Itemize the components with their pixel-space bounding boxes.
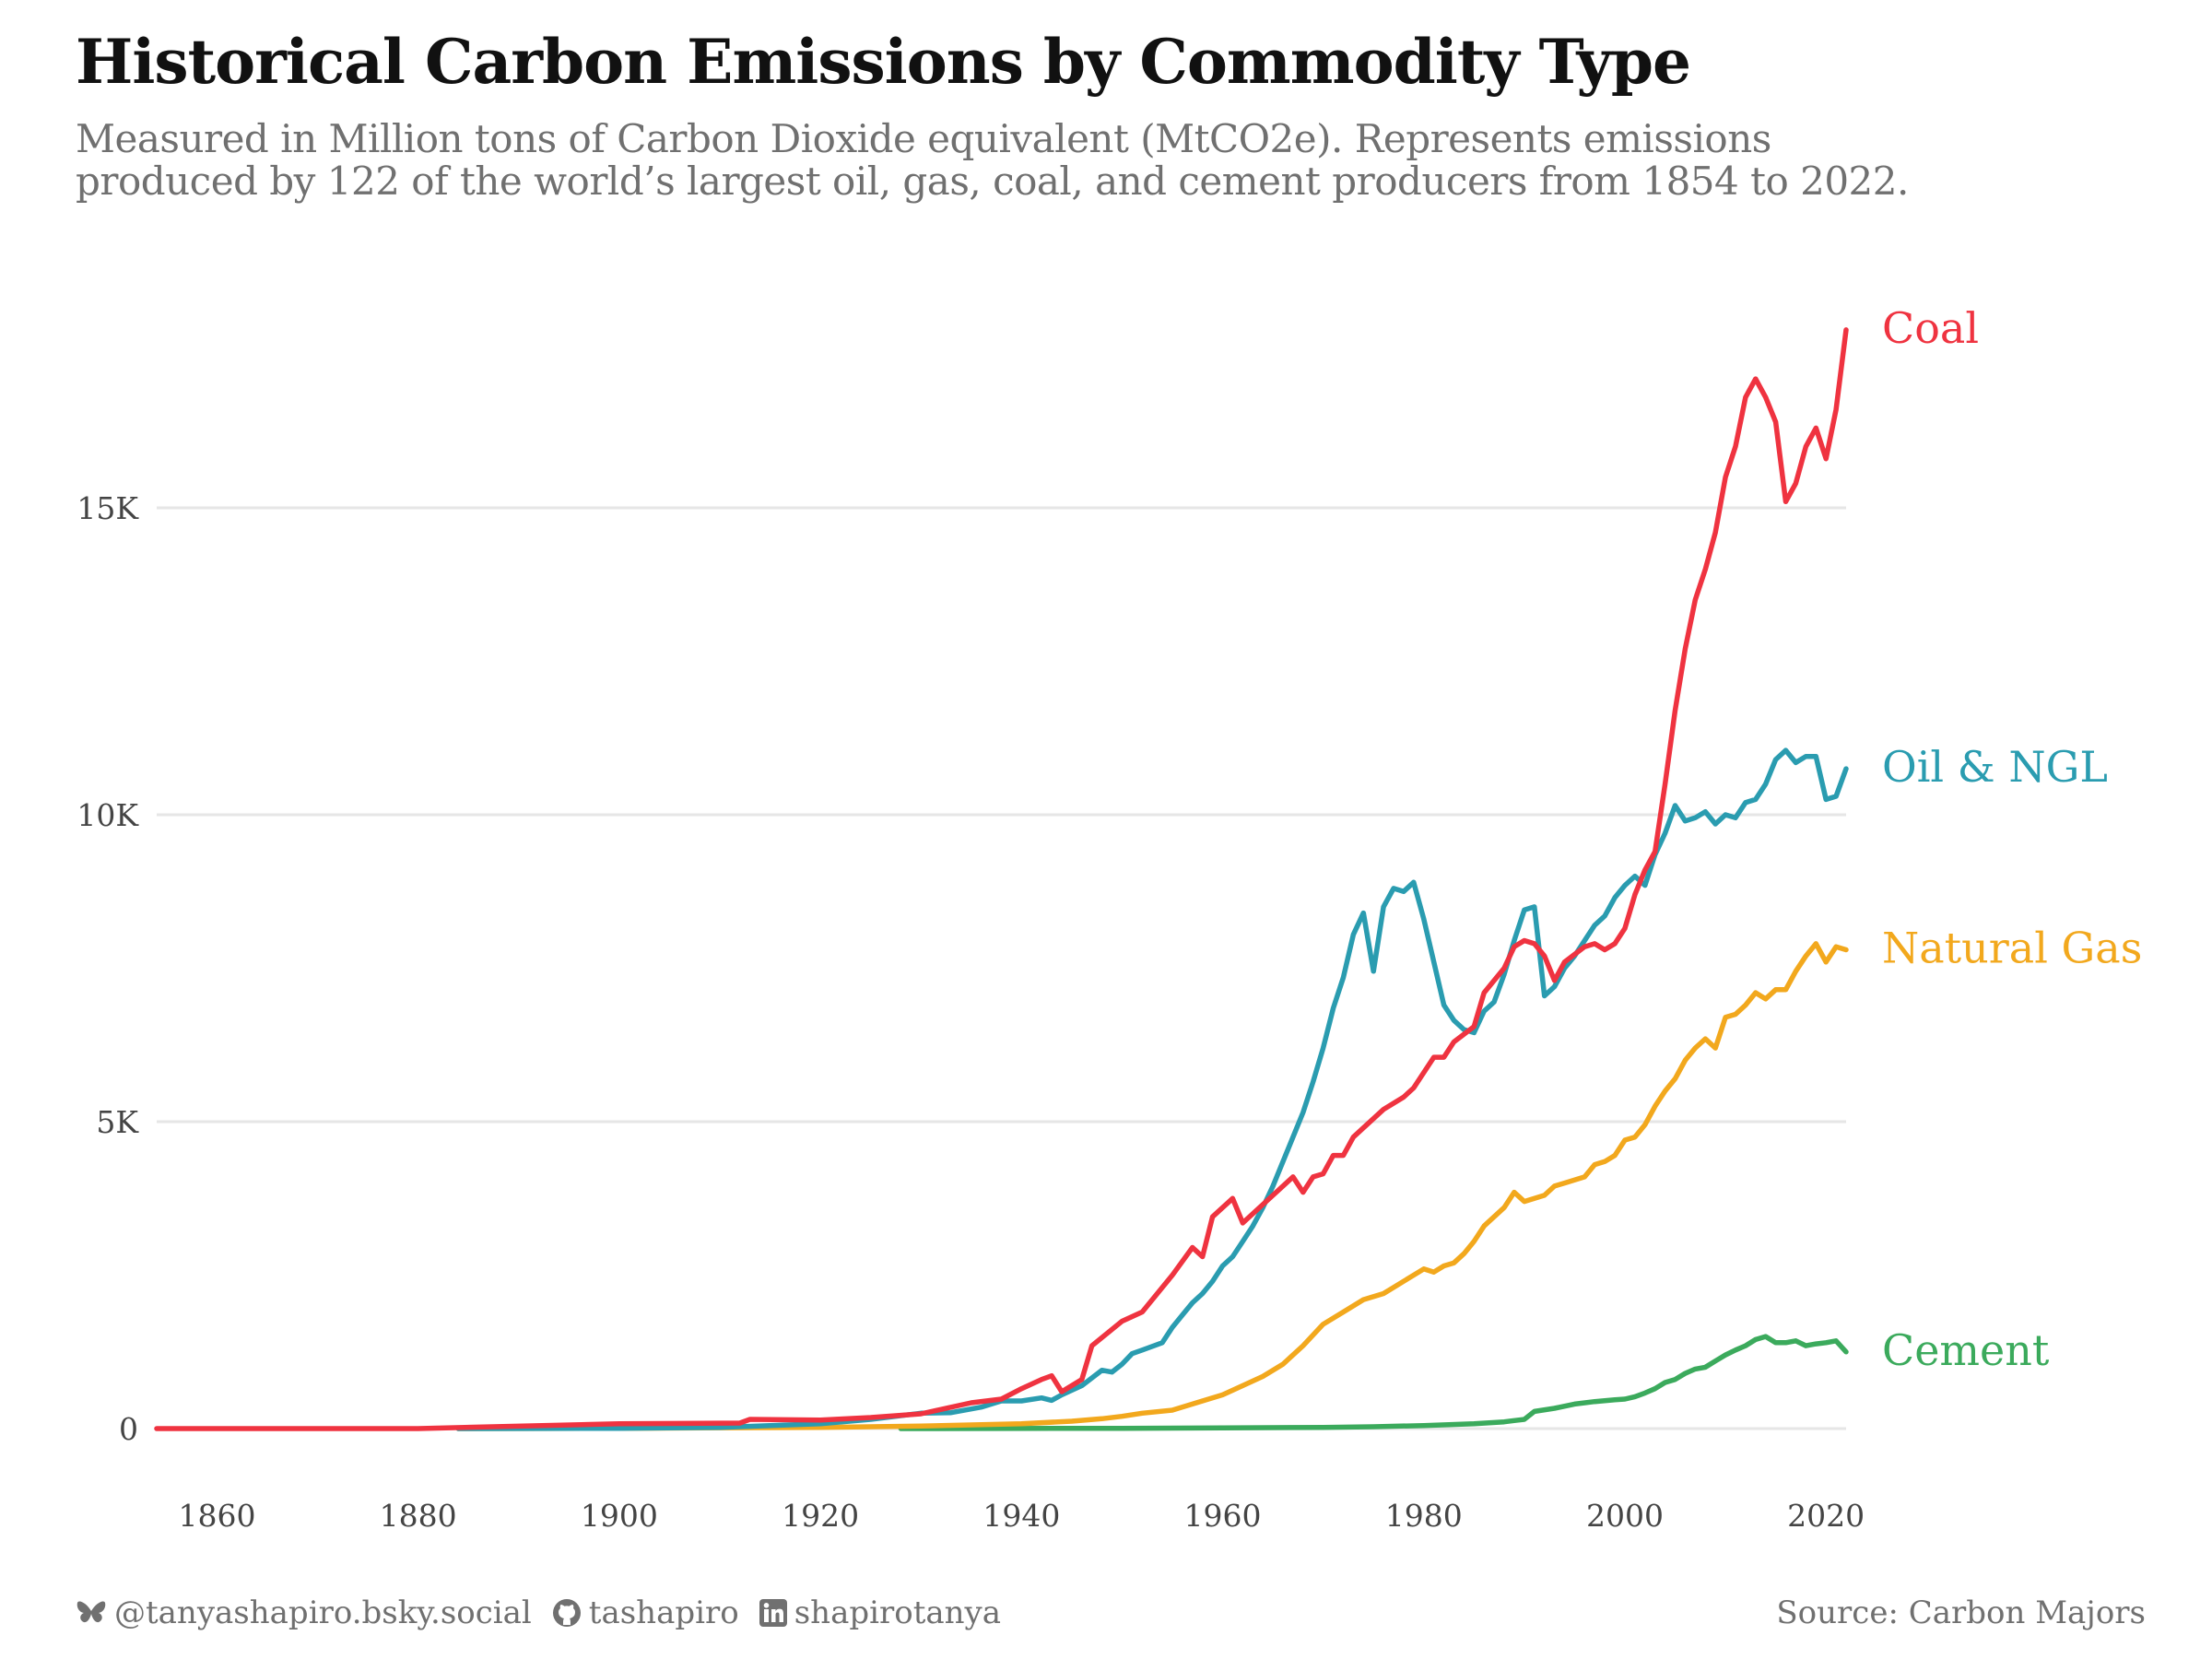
gridlines — [157, 506, 1846, 1430]
y-axis: 0 5K 10K 15K — [76, 490, 139, 1447]
linkedin-handle[interactable]: shapirotanya — [759, 1594, 1001, 1631]
series-line-coal — [154, 327, 1849, 1431]
series-label-cement: Cement — [1882, 1325, 2050, 1375]
series-label-coal: Coal — [1882, 303, 1979, 353]
linkedin-handle-text: shapirotanya — [794, 1594, 1002, 1631]
linkedin-icon — [759, 1599, 787, 1627]
series-lines — [154, 327, 1849, 1431]
y-tick-label: 15K — [76, 490, 139, 526]
series-line-cement — [898, 1334, 1849, 1431]
x-tick-label: 1880 — [380, 1498, 457, 1534]
x-tick-label: 1920 — [782, 1498, 859, 1534]
chart-subtitle-line-2: produced by 122 of the world’s largest o… — [76, 159, 1909, 204]
bluesky-handle[interactable]: @tanyashapiro.bsky.social — [76, 1594, 532, 1631]
x-tick-label: 2020 — [1787, 1498, 1865, 1534]
x-tick-label: 1960 — [1184, 1498, 1262, 1534]
x-tick-label: 1940 — [982, 1498, 1060, 1534]
series-labels: Coal Oil & NGL Natural Gas Cement — [1882, 303, 2142, 1375]
series-line-natural-gas — [455, 941, 1849, 1431]
github-handle[interactable]: tashapiro — [552, 1594, 739, 1631]
series-line-oil-ngl — [455, 747, 1849, 1431]
github-handle-text: tashapiro — [588, 1594, 739, 1631]
social-handles: @tanyashapiro.bsky.social tashapiro shap… — [76, 1594, 1012, 1631]
butterfly-icon — [76, 1601, 106, 1623]
chart-subtitle-line-1: Measured in Million tons of Carbon Dioxi… — [76, 116, 1771, 161]
x-tick-label: 1900 — [581, 1498, 658, 1534]
x-tick-label: 1860 — [178, 1498, 255, 1534]
bluesky-handle-text: @tanyashapiro.bsky.social — [114, 1594, 532, 1631]
x-tick-label: 1980 — [1385, 1498, 1463, 1534]
y-tick-label: 0 — [119, 1411, 138, 1447]
series-label-natural-gas: Natural Gas — [1882, 924, 2142, 973]
source-note: Source: Carbon Majors — [1776, 1594, 2146, 1631]
x-axis: 1860 1880 1900 1920 1940 1960 1980 2000 2020 — [178, 1498, 1865, 1534]
y-tick-label: 5K — [96, 1104, 139, 1140]
series-label-oil-ngl: Oil & NGL — [1882, 742, 2108, 792]
github-icon — [552, 1599, 581, 1627]
x-tick-label: 2000 — [1586, 1498, 1664, 1534]
y-tick-label: 10K — [76, 797, 139, 833]
chart-title: Historical Carbon Emissions by Commodity… — [76, 26, 1691, 98]
